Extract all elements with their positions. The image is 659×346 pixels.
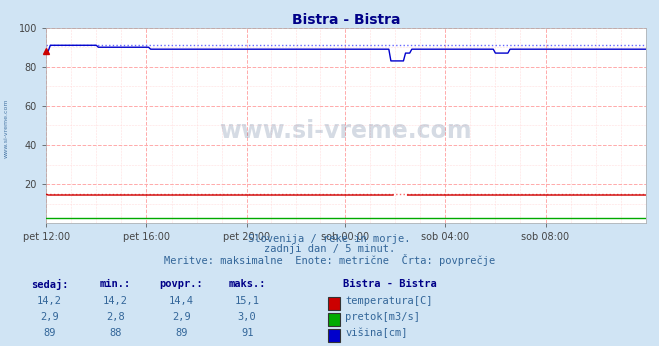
Text: Meritve: maksimalne  Enote: metrične  Črta: povprečje: Meritve: maksimalne Enote: metrične Črta… — [164, 254, 495, 266]
Text: povpr.:: povpr.: — [159, 279, 203, 289]
Text: min.:: min.: — [100, 279, 131, 289]
Text: 14,4: 14,4 — [169, 296, 194, 306]
Text: 89: 89 — [43, 328, 55, 338]
Text: 2,8: 2,8 — [106, 312, 125, 322]
Text: 15,1: 15,1 — [235, 296, 260, 306]
Text: 3,0: 3,0 — [238, 312, 256, 322]
Text: temperatura[C]: temperatura[C] — [345, 296, 433, 306]
Text: 88: 88 — [109, 328, 121, 338]
Text: 14,2: 14,2 — [37, 296, 62, 306]
Text: pretok[m3/s]: pretok[m3/s] — [345, 312, 420, 322]
Text: 14,2: 14,2 — [103, 296, 128, 306]
Text: www.si-vreme.com: www.si-vreme.com — [3, 98, 9, 158]
Text: 2,9: 2,9 — [40, 312, 59, 322]
Text: www.si-vreme.com: www.si-vreme.com — [219, 119, 473, 143]
Text: sedaj:: sedaj: — [31, 279, 68, 290]
Text: zadnji dan / 5 minut.: zadnji dan / 5 minut. — [264, 244, 395, 254]
Text: Bistra - Bistra: Bistra - Bistra — [343, 279, 436, 289]
Text: 2,9: 2,9 — [172, 312, 190, 322]
Text: 91: 91 — [241, 328, 253, 338]
Text: 89: 89 — [175, 328, 187, 338]
Text: Slovenija / reke in morje.: Slovenija / reke in morje. — [248, 234, 411, 244]
Text: maks.:: maks.: — [229, 279, 266, 289]
Text: višina[cm]: višina[cm] — [345, 328, 408, 338]
Title: Bistra - Bistra: Bistra - Bistra — [292, 12, 400, 27]
